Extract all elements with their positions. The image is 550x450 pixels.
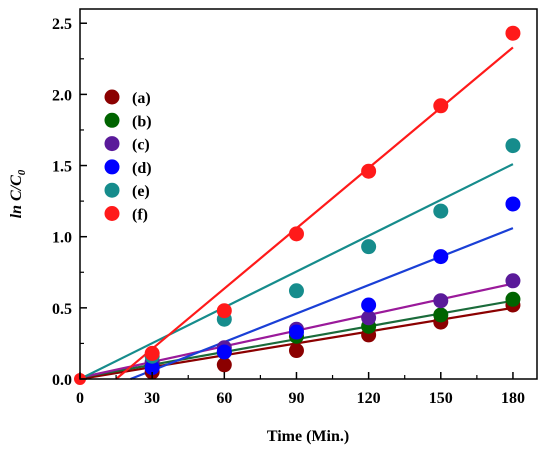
legend-marker-d — [104, 159, 120, 175]
x-tick-label-180: 180 — [501, 390, 525, 407]
point-e-120 — [361, 239, 377, 255]
point-f-60 — [216, 303, 232, 319]
point-b-180 — [505, 291, 521, 307]
point-e-90 — [288, 283, 304, 299]
y-tick-label-1.5: 1.5 — [52, 159, 72, 176]
x-tick-label-0: 0 — [76, 390, 84, 407]
point-d-30 — [144, 360, 160, 376]
plot-frame — [79, 8, 538, 380]
point-a-60 — [216, 357, 232, 373]
point-f-120 — [361, 163, 377, 179]
legend-label-a: (a) — [132, 90, 151, 107]
y-tick-label-0.5: 0.5 — [52, 301, 72, 318]
x-tick-label-30: 30 — [144, 390, 160, 407]
point-c-120 — [361, 310, 377, 326]
legend-label-c: (c) — [132, 137, 150, 154]
point-c-180 — [505, 273, 521, 289]
fit-line-d — [130, 227, 514, 381]
fit-line-e — [79, 163, 514, 380]
x-tick-label-120: 120 — [357, 390, 381, 407]
x-tick-label-90: 90 — [288, 390, 304, 407]
legend: (a) (b) (c) (d) (e) (f) — [104, 89, 152, 224]
y-tick-label-1: 1.0 — [52, 230, 72, 247]
legend-label-b: (b) — [132, 113, 152, 130]
legend-marker-c — [104, 136, 120, 152]
point-d-150 — [433, 249, 449, 265]
point-b-150 — [433, 307, 449, 323]
y-tick-label-2: 2.0 — [52, 87, 72, 104]
legend-marker-f — [104, 206, 120, 221]
y-axis-title-sub: 0 — [16, 169, 28, 175]
x-axis-title: Time (Min.) — [267, 428, 349, 445]
legend-marker-a — [104, 89, 120, 105]
point-f-150 — [433, 98, 449, 114]
point-e-150 — [433, 203, 449, 219]
y-axis-title: ln C/C0 — [8, 169, 28, 218]
point-d-180 — [505, 196, 521, 212]
point-c-150 — [433, 293, 449, 309]
point-d-90 — [288, 324, 304, 340]
legend-label-d: (d) — [132, 160, 152, 177]
point-d-60 — [216, 344, 232, 360]
point-e-180 — [505, 138, 521, 154]
axis-ticks: 0 30 60 90 120 150 180 0.0 0.5 1.0 1.5 2.0 2.5 — [52, 16, 525, 407]
legend-marker-b — [104, 112, 120, 128]
point-f-30 — [144, 345, 160, 361]
y-tick-label-0: 0.0 — [52, 372, 72, 389]
x-tick-label-150: 150 — [429, 390, 453, 407]
legend-marker-e — [104, 182, 120, 198]
legend-label-e: (e) — [132, 183, 150, 200]
data-points — [74, 25, 521, 385]
fit-line-f — [115, 46, 514, 380]
y-tick-label-2.5: 2.5 — [52, 16, 72, 33]
legend-label-f: (f) — [132, 207, 148, 224]
point-f-180 — [505, 25, 521, 41]
point-f-90 — [288, 226, 304, 242]
y-axis-title-main: ln C/C — [8, 175, 25, 218]
x-tick-label-60: 60 — [216, 390, 232, 407]
point-a-90 — [288, 343, 304, 359]
point-d-120 — [361, 297, 377, 313]
